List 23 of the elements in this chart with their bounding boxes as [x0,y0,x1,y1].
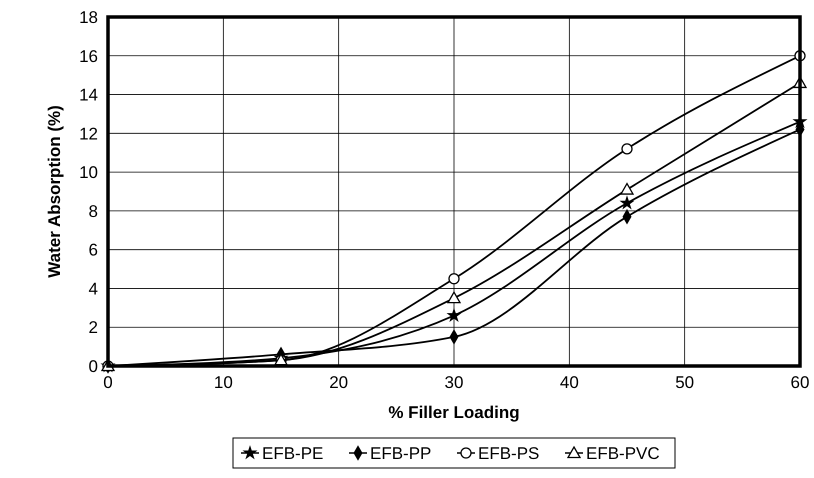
y-tick-label: 0 [88,357,98,376]
x-tick-label: 30 [444,373,464,392]
x-tick-label: 10 [214,373,233,392]
y-tick-label: 2 [88,318,98,338]
legend-label: EFB-PVC [586,444,660,463]
y-tick-label: 18 [79,8,98,27]
x-axis-title: % Filler Loading [388,403,520,422]
y-tick-label: 14 [79,86,98,105]
legend-label: EFB-PS [478,444,540,463]
x-tick-label: 20 [329,373,348,392]
y-tick-label: 10 [79,163,98,182]
y-tick-label: 8 [88,202,98,221]
y-tick-label: 6 [88,240,98,260]
y-tick-label: 12 [79,124,98,144]
x-tick-label: 50 [675,373,694,392]
legend-label: EFB-PE [262,444,324,463]
x-tick-label: 0 [103,373,113,392]
legend-label: EFB-PP [370,444,432,463]
y-axis-title: Water Absorption (%) [45,105,64,278]
x-tick-label: 40 [560,373,579,392]
y-tick-label: 4 [88,279,98,298]
y-tick-label: 16 [79,46,98,66]
x-tick-label: 60 [790,373,810,392]
